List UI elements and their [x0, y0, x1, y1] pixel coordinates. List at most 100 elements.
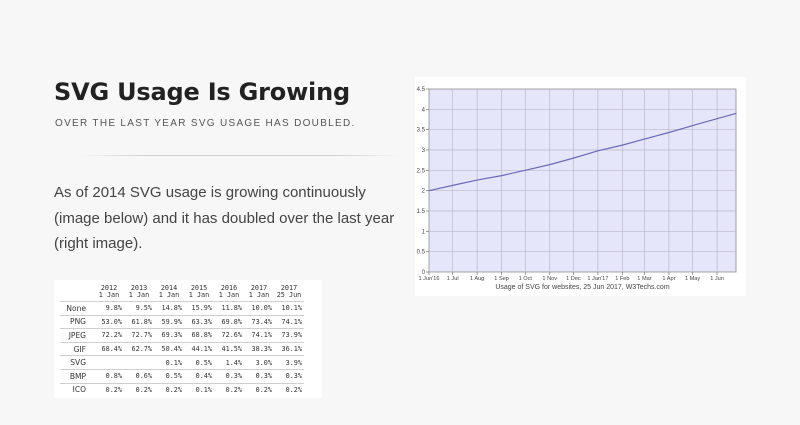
table-cell: 15.9% [184, 301, 214, 316]
x-tick-label: 1 Dec [566, 276, 581, 282]
body-paragraph: As of 2014 SVG usage is growing continuo… [54, 184, 395, 252]
row-format-label: JPEG [60, 328, 94, 343]
page-title: SVG Usage Is Growing [54, 78, 350, 106]
column-date: 25 Jun [276, 291, 302, 300]
usage-table-image: 2012 1 Jan 2013 1 Jan 2014 1 Jan 2015 1 Jan 2016… [54, 280, 322, 398]
table-cell: 73.9% [274, 328, 304, 343]
page-subtitle: OVER THE LAST YEAR SVG USAGE HAS DOUBLED… [55, 118, 356, 129]
table-row: JPEG 72.2% 72.7% 69.3% 68.8% 72.6% 74.1% 73.9% [60, 328, 304, 343]
table-corner-cell [60, 283, 94, 302]
table-column-header: 2013 1 Jan [124, 283, 154, 302]
series-point [476, 179, 478, 181]
row-format-label: SVG [60, 355, 94, 370]
x-tick-label: 1 Oct [519, 276, 533, 282]
table-cell: 72.6% [214, 328, 244, 343]
y-tick-label: 0 [422, 270, 426, 276]
y-tick-label: 4.5 [417, 87, 426, 93]
series-point [428, 190, 430, 192]
table-cell: 69.8% [214, 314, 244, 329]
table-cell: 50.4% [154, 341, 184, 356]
column-date: 1 Jan [248, 291, 270, 300]
y-tick-label: 3.5 [417, 128, 426, 134]
x-tick-label: 1 Mar [637, 276, 651, 282]
table-cell: 41.5% [214, 341, 244, 356]
series-point [572, 157, 575, 159]
table-cell: 59.9% [154, 314, 184, 329]
table-cell: 68.4% [94, 341, 124, 356]
table-cell: 9.8% [94, 301, 124, 316]
x-tick-label: 1 Sep [494, 276, 509, 282]
y-tick-label: 0.5 [417, 250, 426, 256]
table-cell: 10.0% [244, 301, 274, 316]
table-row: BMP 0.8% 0.6% 0.5% 0.4% 0.3% 0.3% 0.3% [60, 368, 304, 384]
column-date: 1 Jan [158, 291, 180, 300]
table-cell: 0.2% [274, 382, 304, 397]
table-cell: 36.1% [274, 341, 304, 356]
table-row: None 9.8% 9.5% 14.8% 15.9% 11.8% 10.0% 10.1% [60, 301, 304, 316]
table-cell: 0.2% [214, 382, 244, 397]
series-point [716, 118, 718, 120]
x-tick-label: 1 Jun'16 [419, 276, 440, 282]
table-cell: 0.2% [94, 382, 124, 397]
column-date: 1 Jan [218, 291, 240, 300]
table-cell: 0.2% [154, 382, 184, 397]
table-row: ICO 0.2% 0.2% 0.2% 0.1% 0.2% 0.2% 0.2% [60, 382, 304, 397]
x-tick-label: 1 Jun [710, 276, 724, 282]
x-tick-label: 1 May [685, 276, 700, 282]
column-year: 2017 [250, 283, 268, 292]
table-row: PNG 53.0% 61.8% 59.9% 63.3% 69.8% 73.4% 74.1% [60, 314, 304, 329]
table-cell: 68.8% [184, 328, 214, 343]
y-tick-label: 2.5 [417, 168, 426, 174]
table-cell: 0.8% [94, 368, 124, 384]
table-cell: 9.5% [124, 301, 154, 316]
table-cell: 0.3% [244, 368, 274, 384]
series-point [549, 164, 551, 166]
x-tick-label: 1 Nov [542, 276, 557, 282]
table-row: SVG 0.1% 0.5% 1.4% 3.0% 3.9% [60, 355, 304, 370]
column-year: 2016 [220, 283, 238, 292]
table-cell: 61.8% [124, 314, 154, 329]
table-column-header: 2017 1 Jan [244, 283, 274, 302]
table-cell: 1.4% [214, 355, 244, 370]
chart-title: Usage of SVG for websites, 25 Jun 2017, … [495, 284, 669, 291]
table-column-header: 2015 1 Jan [184, 283, 214, 302]
table-column-header: 2014 1 Jan [154, 283, 184, 302]
series-point [501, 175, 503, 177]
table-cell: 72.2% [94, 328, 124, 343]
x-tick-label: 1 Feb [615, 276, 629, 282]
plot-area [428, 88, 737, 273]
table-cell: 72.7% [124, 328, 154, 343]
series-point [643, 138, 646, 140]
row-format-label: None [60, 301, 94, 316]
series-line [428, 112, 737, 192]
table-cell: 0.2% [244, 382, 274, 397]
divider [80, 155, 400, 156]
series-point [668, 131, 670, 134]
table-cell: 14.8% [154, 301, 184, 316]
series-point [691, 125, 694, 127]
row-format-label: ICO [60, 382, 94, 397]
column-year: 2014 [160, 283, 178, 292]
usage-table: 2012 1 Jan 2013 1 Jan 2014 1 Jan 2015 1 Jan 2016… [60, 283, 304, 397]
x-tick-label: 1 Jan'17 [587, 276, 608, 282]
x-tick-label: 1 Jul [447, 276, 459, 282]
svg-usage-chart: 0 0.5 1 1.5 2 2.5 3 3.5 4 4.5 1 Jun'16 1 Jul 1 Aug 1 … [415, 77, 746, 296]
table-cell: 0.5% [154, 368, 184, 384]
column-year: 2013 [130, 283, 148, 292]
row-format-label: GIF [60, 341, 94, 356]
table-row: GIF 68.4% 62.7% 50.4% 44.1% 41.5% 38.3% 36.1% [60, 341, 304, 356]
table-header-row: 2012 1 Jan 2013 1 Jan 2014 1 Jan 2015 1 Jan 2016… [60, 283, 304, 302]
y-tick-label: 2 [422, 189, 426, 195]
table-cell: 0.1% [184, 382, 214, 397]
column-year: 2012 [100, 283, 118, 292]
table-cell: 11.8% [214, 301, 244, 316]
y-tick-label: 1.5 [417, 209, 426, 215]
table-cell: 38.3% [244, 341, 274, 356]
column-year: 2017 [280, 283, 298, 292]
table-cell: 53.0% [94, 314, 124, 329]
series-point [524, 169, 526, 171]
column-year: 2015 [190, 283, 208, 292]
row-format-label: PNG [60, 314, 94, 329]
table-column-header: 2017 25 Jun [274, 283, 304, 302]
column-date: 1 Jan [98, 291, 120, 300]
